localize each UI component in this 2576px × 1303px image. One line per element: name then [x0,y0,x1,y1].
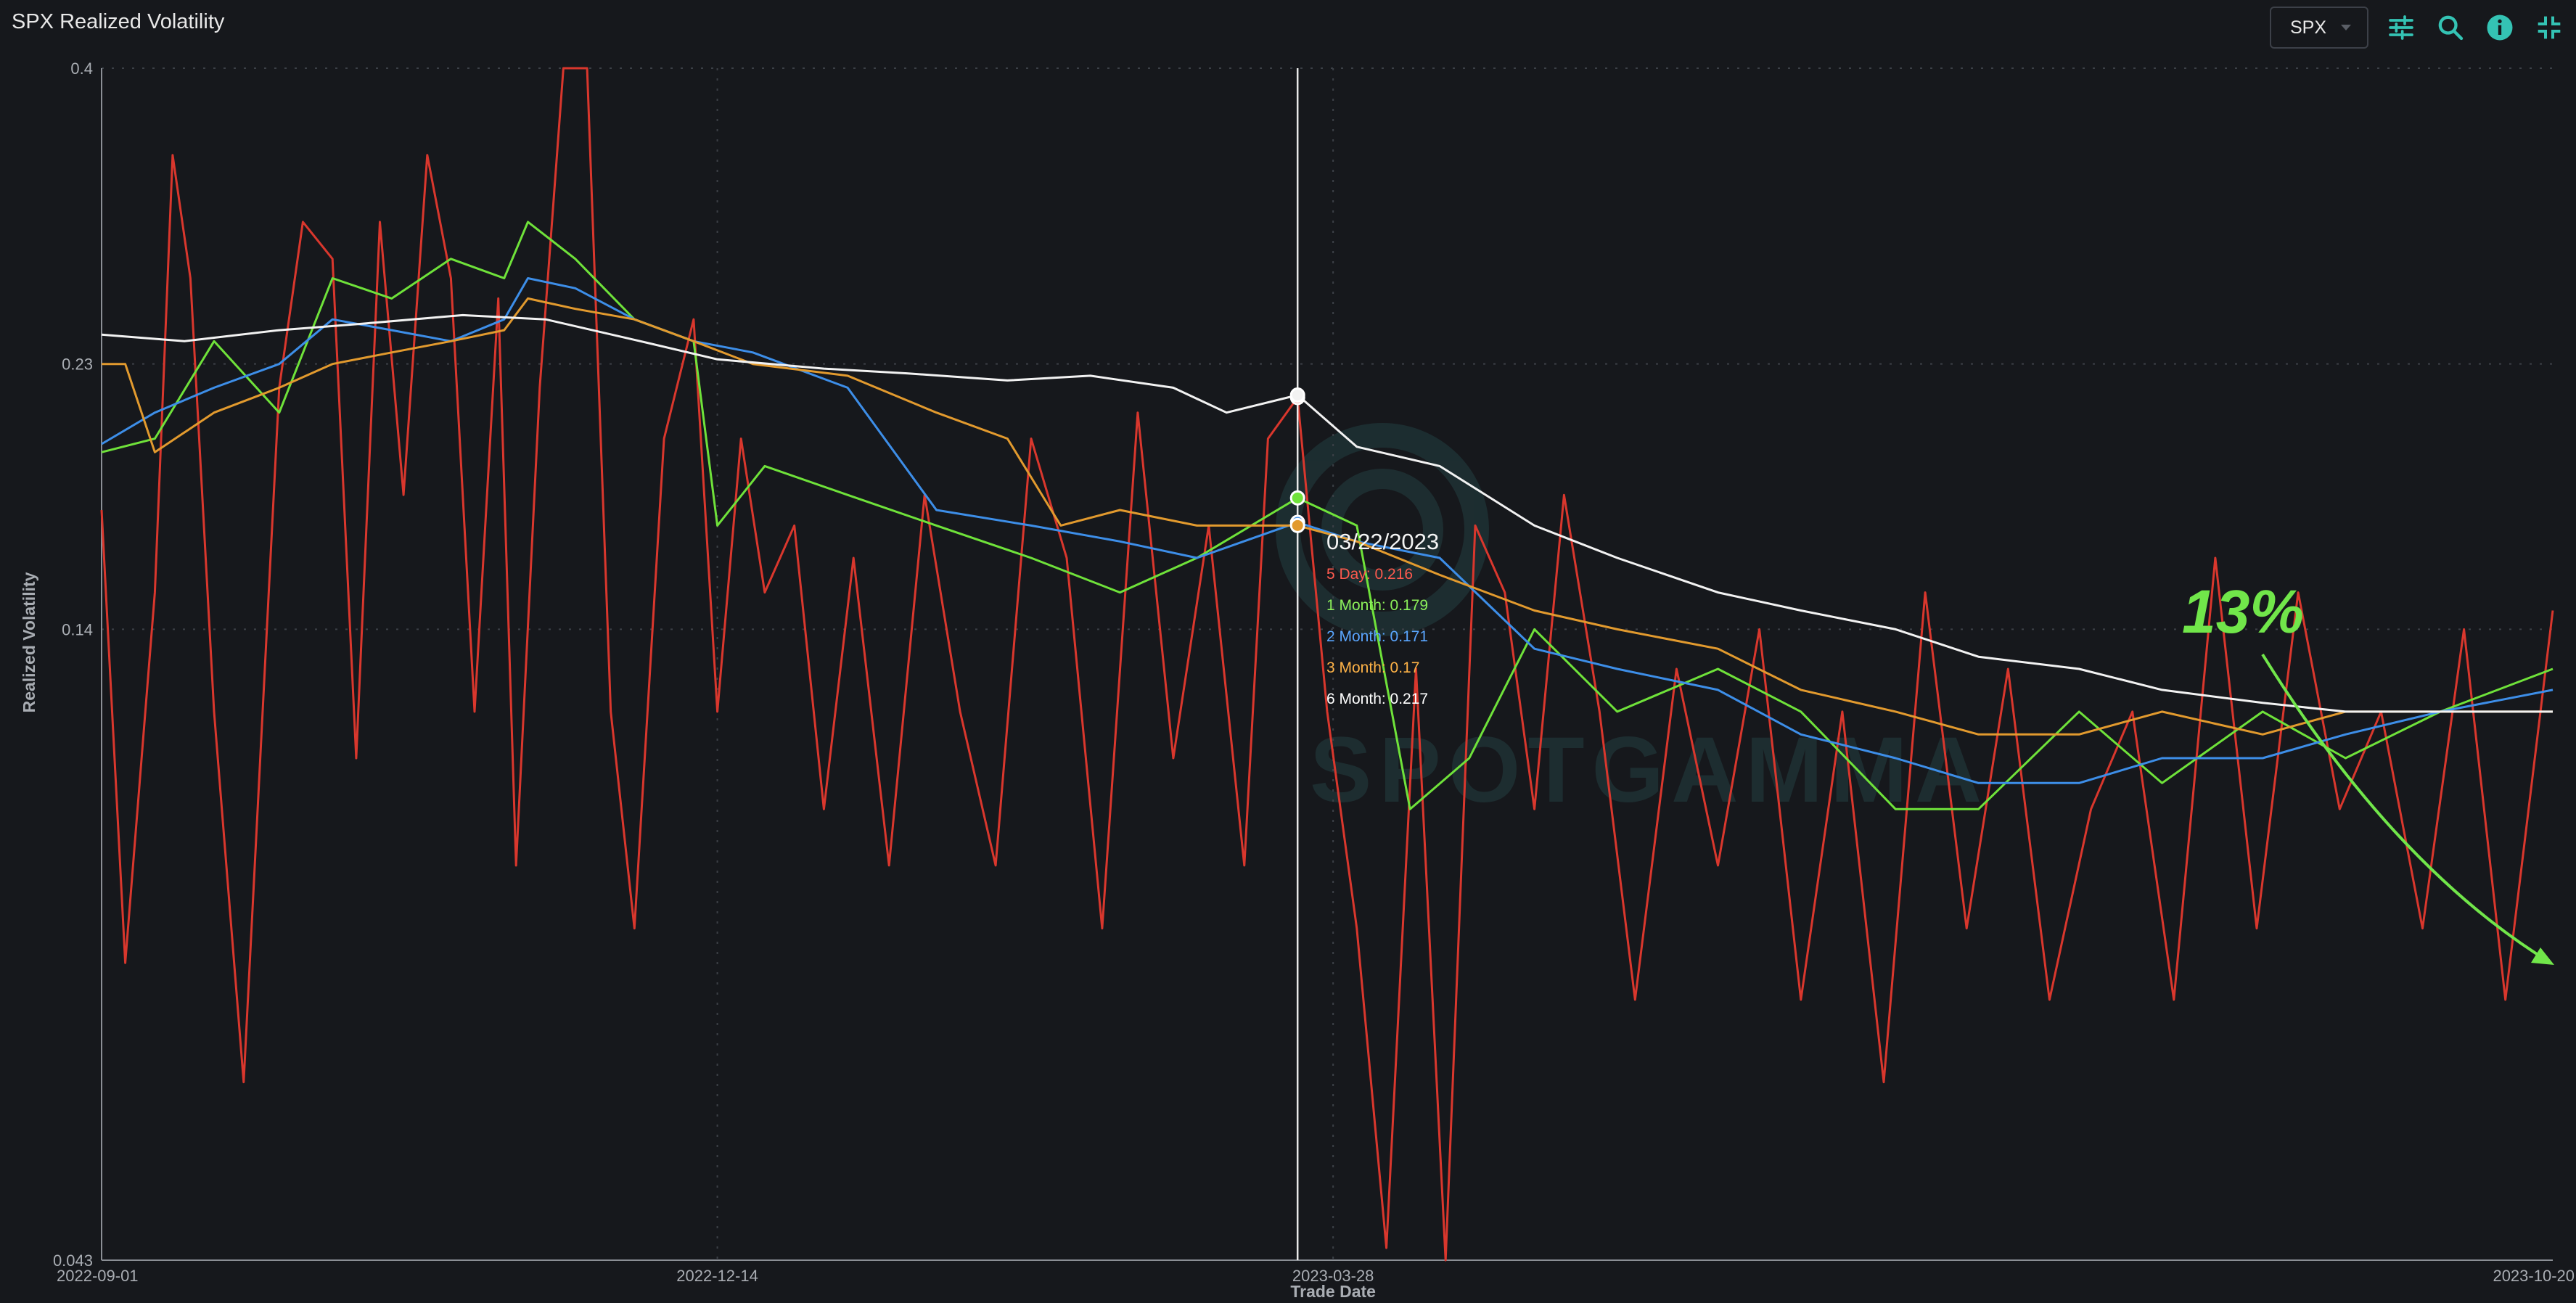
y-tick-label: 0.043 [53,1251,93,1270]
collapse-icon[interactable] [2532,11,2566,44]
info-icon[interactable] [2483,11,2516,44]
x-tick-label: 2023-03-28 [1292,1267,1374,1285]
ticker-select-value: SPX [2290,17,2327,38]
tooltip-date: 03/22/2023 [1326,529,1440,554]
x-tick-label: 2022-09-01 [57,1267,139,1285]
crosshair-marker-6-month [1289,387,1305,403]
y-axis-title: Realized Volatility [20,572,38,712]
tooltip-row-2-month: 2 Month: 0.171 [1326,628,1429,645]
x-axis-title: Trade Date [1290,1282,1376,1301]
y-tick-label: 0.4 [70,59,93,78]
crosshair [1289,68,1305,1260]
series-line-2-month [101,277,2554,784]
series-line-1-month [101,221,2554,810]
chart-title: SPX Realized Volatility [12,10,225,33]
annotation-label: 13% [2182,577,2305,646]
toolbar: SPX [2270,6,2566,49]
crosshair-marker-3-month [1289,517,1305,533]
y-tick-label: 0.23 [62,355,93,374]
search-icon[interactable] [2434,11,2467,44]
series-line-5-day [100,67,2554,1262]
tooltip-row-6-month: 6 Month: 0.217 [1326,691,1429,707]
tooltip: 03/22/2023 5 Day: 0.216 1 Month: 0.179 2… [1326,525,1439,715]
crosshair-marker-1-month [1289,490,1305,506]
ticker-select[interactable]: SPX [2270,7,2368,49]
tooltip-row-5-day: 5 Day: 0.216 [1326,566,1414,583]
sliders-icon[interactable] [2384,11,2418,44]
y-tick-label: 0.14 [62,620,93,638]
x-tick-label: 2023-10-20 [2493,1267,2575,1285]
tooltip-row-1-month: 1 Month: 0.179 [1326,597,1429,614]
annotation-arrow [2261,653,2554,965]
chevron-down-icon [2341,25,2351,30]
x-tick-label: 2022-12-14 [676,1267,758,1285]
tooltip-row-3-month: 3 Month: 0.17 [1326,659,1420,676]
series-lines [100,67,2554,1262]
series-line-3-month [102,297,2553,736]
